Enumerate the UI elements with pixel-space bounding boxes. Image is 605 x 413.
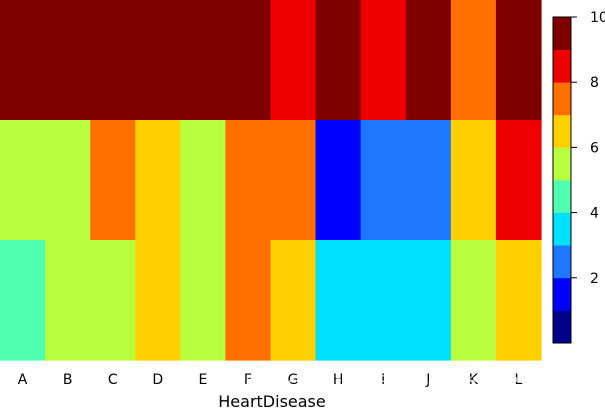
colorbar-segment-10	[553, 17, 571, 50]
heatmap-cell-J-row1	[405, 0, 452, 121]
x-tick-label-F: F	[244, 372, 252, 388]
x-axis-title: HeartDisease	[218, 392, 325, 411]
x-tick-label-G: G	[288, 372, 299, 388]
heatmap-cell-F-row3	[225, 240, 272, 361]
heatmap-cells	[0, 0, 542, 361]
heatmap-cell-C-row3	[90, 240, 136, 361]
colorbar-tick-label-8: 8	[590, 75, 599, 91]
colorbar-segment-1	[553, 310, 571, 344]
heatmap-cell-B-row1	[45, 0, 91, 121]
colorbar-segment-3	[553, 245, 571, 279]
heatmap-cell-G-row1	[270, 0, 317, 121]
colorbar-segment-5	[553, 180, 571, 213]
x-tick-labels: A B C D E F G H I J K L	[18, 372, 523, 388]
x-tick-label-K: K	[469, 372, 479, 388]
x-tick-label-H: H	[333, 372, 344, 388]
heatmap-cell-B-row3	[45, 240, 91, 361]
heatmap-cell-A-row1	[0, 0, 46, 121]
heatmap-cell-D-row1	[135, 0, 181, 121]
heatmap-cell-K-row2	[450, 120, 497, 241]
heatmap-cell-G-row3	[270, 240, 317, 361]
colorbar-tick-label-4: 4	[590, 206, 599, 222]
x-tick-label-E: E	[198, 372, 207, 388]
colorbar-tick-label-10: 10	[590, 10, 605, 26]
caption-line-1: On the Evaluation of Unsupervised Outlie…	[246, 362, 601, 373]
colorbar-frame	[552, 16, 572, 344]
colorbar-segment-2	[553, 277, 571, 311]
heatmap-cell-H-row1	[315, 0, 362, 121]
colorbar-segment-4	[553, 212, 571, 246]
heatmap-cell-I-row3	[360, 240, 407, 361]
heatmap-cell-C-row2	[90, 120, 136, 241]
heatmap-cell-E-row2	[180, 120, 227, 241]
x-tick-label-L: L	[515, 372, 523, 388]
heatmap-cell-H-row3	[315, 240, 362, 361]
x-tick-label-J: J	[425, 372, 430, 388]
colorbar-segment-6	[553, 147, 571, 181]
heatmap-cell-A-row2	[0, 120, 46, 241]
heatmap-cell-D-row3	[135, 240, 181, 361]
heatmap-cell-I-row1	[360, 0, 407, 121]
heatmap-cell-J-row2	[405, 120, 452, 241]
heatmap-cell-G-row2	[270, 120, 317, 241]
x-tick-label-D: D	[152, 372, 163, 388]
colorbar-segment-9	[553, 49, 571, 83]
heatmap-cell-F-row1	[225, 0, 272, 121]
colorbar-tick-label-2: 2	[590, 271, 599, 287]
colorbar-tick-label-6: 6	[590, 140, 599, 156]
heatmap-cell-E-row1	[180, 0, 227, 121]
heatmap-cell-L-row1	[495, 0, 542, 121]
heatmap-cell-F-row2	[225, 120, 272, 241]
heatmap-cell-B-row2	[45, 120, 91, 241]
colorbar: 2 4 6 8 10	[552, 10, 605, 344]
heatmap-cell-D-row2	[135, 120, 181, 241]
caption-line-2: Campos, Zimek, Sander, Campello, Micenko…	[246, 374, 605, 385]
x-tick-label-A: A	[18, 372, 28, 388]
heatmap-cell-K-row3	[450, 240, 497, 361]
heatmap-cell-I-row2	[360, 120, 407, 241]
colorbar-segment-8	[553, 82, 571, 116]
heatmap-cell-J-row3	[405, 240, 452, 361]
heatmap-cell-H-row2	[315, 120, 362, 241]
heatmap-cell-A-row3	[0, 240, 46, 361]
heatmap-cell-K-row1	[450, 0, 497, 121]
heatmap-cell-L-row2	[495, 120, 542, 241]
x-tick-label-I: I	[381, 372, 385, 388]
heatmap-cell-L-row3	[495, 240, 542, 361]
x-tick-label-B: B	[63, 372, 73, 388]
heatmap-cell-E-row3	[180, 240, 227, 361]
x-tick-label-C: C	[108, 372, 118, 388]
heatmap-cell-C-row1	[90, 0, 136, 121]
colorbar-segment-7	[553, 114, 571, 148]
